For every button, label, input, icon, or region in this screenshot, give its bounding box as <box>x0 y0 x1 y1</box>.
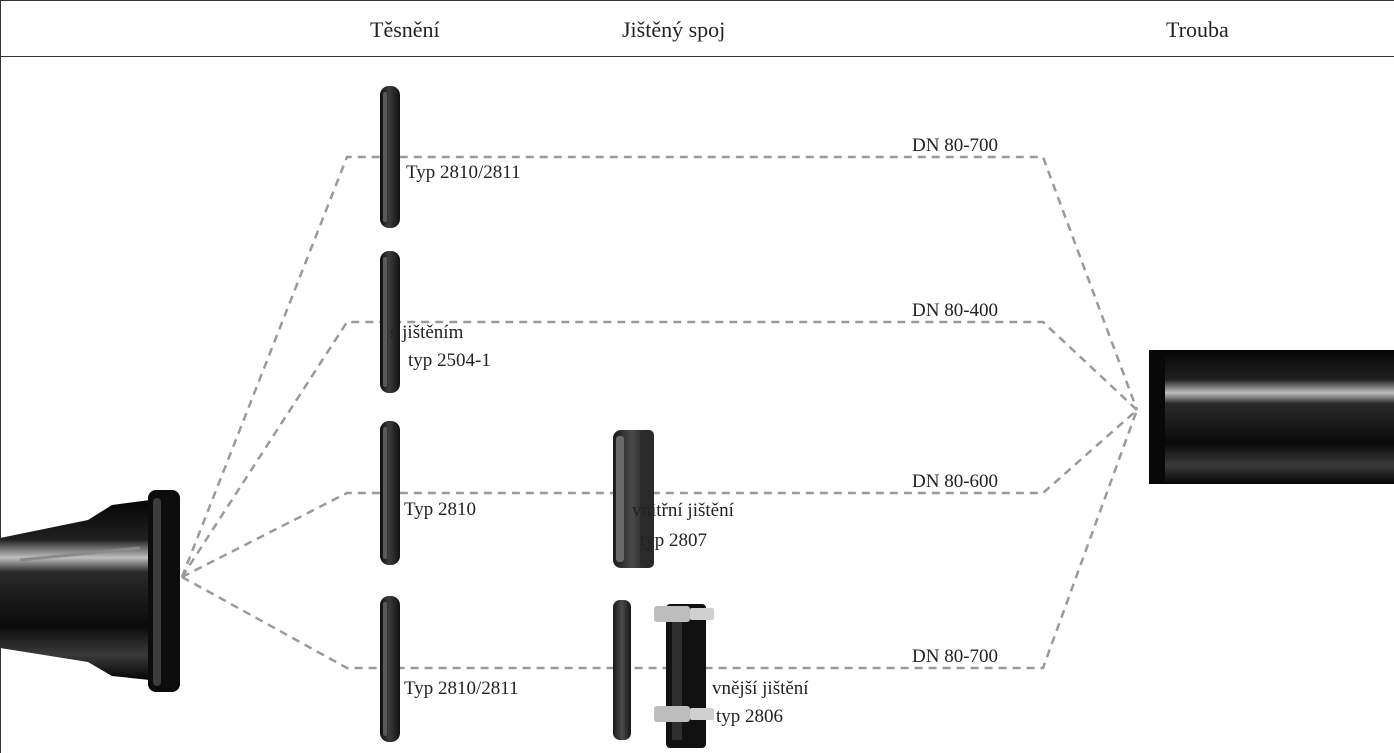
header-divider <box>0 56 1394 57</box>
seal-label-row-1: Typ 2810/2811 <box>406 162 521 183</box>
column-title-joint: Jištěný spoj <box>622 17 726 42</box>
joint-label-row-3-line-1: vnitřní jištění <box>632 500 734 521</box>
outer-lock-ring-image <box>613 600 631 740</box>
outer-clamp-image <box>654 604 714 748</box>
dn-range-row-2: DN 80-400 <box>912 300 999 321</box>
connector-lines <box>180 155 1139 670</box>
seal-label-row-4: Typ 2810/2811 <box>404 678 519 699</box>
dn-range-row-1: DN 80-700 <box>912 135 999 156</box>
seal-ring-row-1 <box>380 86 400 228</box>
seal-label-row-2-line-2: typ 2504-1 <box>408 350 491 371</box>
joint-label-row-3-line-2: typ 2807 <box>640 530 708 551</box>
dn-range-row-4: DN 80-700 <box>912 646 999 667</box>
column-title-pipe: Trouba <box>1166 17 1229 42</box>
dn-range-row-3: DN 80-600 <box>912 471 999 492</box>
column-title-seal: Těsnění <box>370 17 440 42</box>
seal-ring-row-2 <box>380 251 400 393</box>
seal-ring-row-4 <box>380 596 400 742</box>
connector-row-2 <box>180 320 1138 578</box>
connector-row-1 <box>180 155 1139 578</box>
joint-label-row-4-line-2: typ 2806 <box>716 706 784 727</box>
pipe-image <box>1149 350 1394 484</box>
socket-pipe-image <box>0 490 180 692</box>
seal-label-row-2-line-1: s jištěním <box>390 322 464 343</box>
seal-label-row-3: Typ 2810 <box>404 499 477 520</box>
inner-lock-ring-image <box>613 430 654 568</box>
seal-ring-row-3 <box>380 421 400 565</box>
joint-label-row-4-line-1: vnější jištění <box>712 678 809 699</box>
connector-row-3 <box>181 409 1138 579</box>
